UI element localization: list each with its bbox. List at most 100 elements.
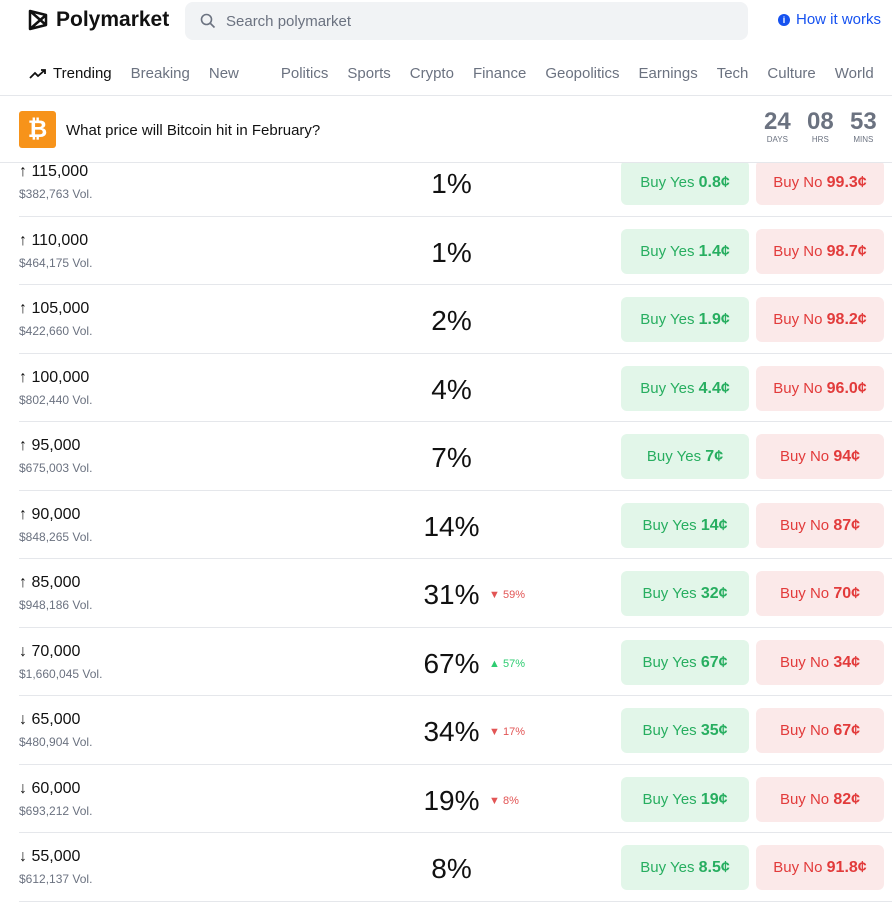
outcome-row[interactable]: ↑ 85,000 $948,186 Vol. 31% ▼ 59% Buy Yes … bbox=[19, 559, 892, 628]
buy-yes-button[interactable]: Buy Yes 67¢ bbox=[621, 639, 749, 685]
outcome-row[interactable]: ↑ 100,000 $802,440 Vol. 4% Buy Yes 4.4¢ … bbox=[19, 354, 892, 422]
top-bar: Polymarket Search polymarket i How it wo… bbox=[0, 0, 892, 42]
triangle-up-icon: ▲ bbox=[489, 657, 500, 670]
how-it-works-label: How it works bbox=[796, 11, 882, 28]
nav-world[interactable]: World bbox=[834, 65, 874, 82]
buy-no-button[interactable]: Buy No 98.2¢ bbox=[756, 297, 884, 342]
nav-tech[interactable]: Tech bbox=[716, 65, 749, 82]
nav-breaking[interactable]: Breaking bbox=[130, 65, 190, 82]
change-indicator: ▲ 57% bbox=[489, 657, 525, 670]
brand-name: Polymarket bbox=[56, 8, 170, 31]
buy-yes-button[interactable]: Buy Yes 8.5¢ bbox=[621, 845, 749, 890]
nav-culture[interactable]: Culture bbox=[767, 65, 816, 82]
buy-no-button[interactable]: Buy No 34¢ bbox=[756, 639, 884, 685]
polymarket-logo-icon bbox=[28, 9, 48, 31]
volume: $480,904 Vol. bbox=[19, 735, 93, 749]
nav-politics[interactable]: Politics bbox=[280, 65, 329, 82]
buy-no-button[interactable]: Buy No 91.8¢ bbox=[756, 845, 884, 890]
buy-yes-button[interactable]: Buy Yes 35¢ bbox=[621, 708, 749, 753]
buy-no-button[interactable]: Buy No 67¢ bbox=[756, 708, 884, 753]
outcome-row[interactable]: ↑ 115,000 $382,763 Vol. 1% Buy Yes 0.8¢ … bbox=[19, 148, 892, 217]
probability: 8% bbox=[431, 853, 472, 884]
volume: $422,660 Vol. bbox=[19, 324, 93, 338]
buy-yes-button[interactable]: Buy Yes 14¢ bbox=[621, 502, 749, 548]
strike-price: ↑ 100,000 bbox=[19, 368, 90, 386]
buy-no-button[interactable]: Buy No 98.7¢ bbox=[756, 228, 884, 274]
probability: 4% bbox=[431, 373, 472, 405]
buy-yes-button[interactable]: Buy Yes 1.4¢ bbox=[621, 228, 749, 274]
volume: $1,660,045 Vol. bbox=[19, 666, 103, 681]
outcome-row[interactable]: ↓ 70,000 $1,660,045 Vol. 67% ▲ 57% Buy Ye… bbox=[19, 628, 892, 696]
buy-no-button[interactable]: Buy No 70¢ bbox=[756, 571, 884, 616]
strike-price: ↑ 110,000 bbox=[19, 231, 89, 249]
probability: 7% bbox=[431, 442, 472, 473]
volume: $675,003 Vol. bbox=[19, 461, 93, 475]
volume: $382,763 Vol. bbox=[19, 187, 93, 201]
buy-yes-button[interactable]: Buy Yes 0.8¢ bbox=[621, 160, 749, 205]
probability: 14% bbox=[423, 510, 480, 542]
strike-price: ↑ 90,000 bbox=[19, 505, 81, 523]
outcome-row[interactable]: ↑ 95,000 $675,003 Vol. 7% Buy Yes 7¢ Buy… bbox=[19, 422, 892, 491]
buy-yes-button[interactable]: Buy Yes 32¢ bbox=[621, 571, 749, 616]
strike-price: ↑ 115,000 bbox=[19, 163, 89, 180]
logo[interactable]: Polymarket bbox=[28, 8, 169, 32]
buy-no-button[interactable]: Buy No 99.3¢ bbox=[756, 160, 884, 205]
search-placeholder: Search polymarket bbox=[226, 12, 352, 30]
change-indicator: ▼ 59% bbox=[489, 589, 525, 601]
countdown-days: 24 DAYS bbox=[764, 108, 791, 145]
search-input[interactable]: Search polymarket bbox=[185, 2, 748, 40]
nav-earnings[interactable]: Earnings bbox=[638, 65, 698, 82]
buy-no-button[interactable]: Buy No 94¢ bbox=[756, 434, 884, 479]
strike-price: ↓ 55,000 bbox=[19, 848, 81, 865]
outcome-row[interactable]: ↑ 90,000 $848,265 Vol. 14% Buy Yes 14¢ B… bbox=[19, 491, 892, 559]
triangle-down-icon: ▼ bbox=[489, 726, 500, 738]
outcome-row[interactable]: ↓ 65,000 $480,904 Vol. 34% ▼ 17% Buy Yes … bbox=[19, 696, 892, 765]
nav-new[interactable]: New bbox=[208, 65, 239, 82]
outcome-row[interactable]: ↓ 60,000 $693,212 Vol. 19% ▼ 8% Buy Yes 1… bbox=[19, 765, 892, 833]
volume: $848,265 Vol. bbox=[19, 529, 93, 544]
volume: $948,186 Vol. bbox=[19, 598, 93, 612]
buy-yes-button[interactable]: Buy Yes 7¢ bbox=[621, 434, 749, 479]
nav-trending[interactable]: Trending bbox=[29, 65, 112, 82]
volume: $464,175 Vol. bbox=[19, 255, 93, 270]
buy-no-button[interactable]: Buy No 96.0¢ bbox=[756, 365, 884, 411]
triangle-down-icon: ▼ bbox=[489, 589, 500, 601]
probability: 19% bbox=[423, 784, 480, 816]
strike-price: ↑ 85,000 bbox=[19, 574, 81, 591]
outcome-row[interactable]: ↑ 110,000 $464,175 Vol. 1% Buy Yes 1.4¢ … bbox=[19, 217, 892, 285]
probability: 1% bbox=[431, 168, 472, 199]
buy-yes-button[interactable]: Buy Yes 4.4¢ bbox=[621, 365, 749, 411]
probability: 2% bbox=[431, 305, 472, 336]
how-it-works-link[interactable]: i How it works bbox=[778, 11, 881, 28]
volume: $802,440 Vol. bbox=[19, 392, 93, 407]
buy-no-button[interactable]: Buy No 82¢ bbox=[756, 776, 884, 822]
countdown-hours: 08 HRS bbox=[807, 108, 834, 145]
probability: 67% bbox=[423, 647, 480, 679]
volume: $693,212 Vol. bbox=[19, 803, 93, 818]
nav-crypto[interactable]: Crypto bbox=[409, 65, 454, 82]
market-header: ₿ What price will Bitcoin hit in Februar… bbox=[0, 96, 892, 163]
strike-price: ↓ 65,000 bbox=[19, 711, 81, 728]
category-nav: Trending Breaking New Politics Sports Cr… bbox=[0, 52, 892, 96]
info-icon: i bbox=[778, 13, 790, 26]
outcome-row[interactable]: ↓ 55,000 $612,137 Vol. 8% Buy Yes 8.5¢ B… bbox=[19, 833, 892, 902]
probability: 31% bbox=[423, 579, 480, 610]
nav-sports[interactable]: Sports bbox=[347, 65, 391, 82]
market-title[interactable]: What price will Bitcoin hit in February? bbox=[66, 122, 321, 139]
outcome-row[interactable]: ↑ 105,000 $422,660 Vol. 2% Buy Yes 1.9¢ … bbox=[19, 285, 892, 354]
strike-price: ↓ 70,000 bbox=[19, 642, 81, 660]
triangle-down-icon: ▼ bbox=[489, 794, 500, 807]
buy-no-button[interactable]: Buy No 87¢ bbox=[756, 502, 884, 548]
buy-yes-button[interactable]: Buy Yes 1.9¢ bbox=[621, 297, 749, 342]
strike-price: ↑ 95,000 bbox=[19, 437, 81, 454]
probability: 1% bbox=[431, 236, 472, 268]
nav-geopolitics[interactable]: Geopolitics bbox=[545, 65, 620, 82]
change-indicator: ▼ 17% bbox=[489, 726, 525, 738]
strike-price: ↓ 60,000 bbox=[19, 779, 81, 797]
search-icon bbox=[200, 13, 216, 29]
volume: $612,137 Vol. bbox=[19, 872, 93, 886]
nav-finance[interactable]: Finance bbox=[472, 65, 527, 82]
outcome-list: ↑ 115,000 $382,763 Vol. 1% Buy Yes 0.8¢ … bbox=[0, 148, 892, 902]
countdown-mins: 53 MINS bbox=[850, 108, 877, 145]
buy-yes-button[interactable]: Buy Yes 19¢ bbox=[621, 776, 749, 822]
